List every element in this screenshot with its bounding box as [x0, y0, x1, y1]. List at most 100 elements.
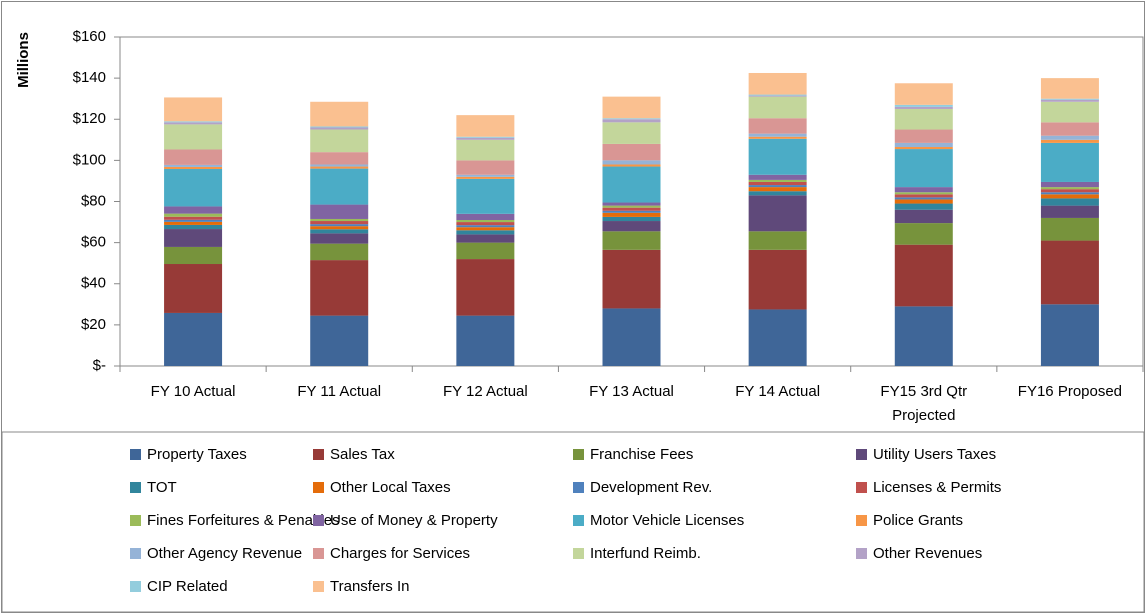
legend-swatch	[856, 515, 867, 526]
legend-label: Interfund Reimb.	[590, 545, 701, 562]
x-tick-label: FY 13 Actual	[589, 383, 674, 400]
bar-segment	[1040, 99, 1099, 102]
legend-swatch	[573, 482, 584, 493]
bar-segment	[894, 192, 953, 195]
legend-swatch	[313, 515, 324, 526]
bar-segment	[310, 233, 369, 244]
bar-segment	[1040, 189, 1099, 193]
bar-segment	[164, 229, 223, 247]
bar-segment	[1040, 139, 1099, 143]
bar-segment	[748, 138, 807, 175]
bar-segment	[602, 96, 661, 119]
legend-label: Police Grants	[873, 512, 964, 529]
x-tick-label: FY 10 Actual	[150, 383, 236, 400]
bar-segment	[1040, 181, 1099, 188]
bar-segment	[1040, 198, 1099, 206]
bar-segment	[310, 164, 369, 167]
bar-segment	[748, 136, 807, 139]
legend-item: Charges for Services	[313, 545, 470, 562]
bar-segment	[894, 194, 953, 198]
bar-segment	[748, 185, 807, 188]
legend-item: Utility Users Taxes	[856, 446, 996, 463]
y-tick-label: $-	[93, 357, 106, 374]
bar-segment	[894, 147, 953, 150]
legend-item: CIP Related	[130, 578, 228, 595]
legend-swatch	[130, 449, 141, 460]
legend-label: Other Revenues	[873, 545, 983, 562]
y-tick-label: $100	[73, 151, 106, 168]
bar-segment	[310, 229, 369, 234]
bar-segment	[894, 83, 953, 105]
legend-item: Police Grants	[856, 512, 963, 529]
x-tick-label: FY 12 Actual	[442, 383, 528, 400]
bar-segment	[310, 101, 369, 127]
bar-segment	[456, 213, 515, 221]
legend-swatch	[130, 482, 141, 493]
legend-swatch	[313, 548, 324, 559]
legend-swatch	[313, 449, 324, 460]
bar-segment	[310, 129, 369, 153]
legend-item: Transfers In	[313, 578, 409, 595]
legend-label: Franchise Fees	[590, 446, 694, 463]
bar-segment	[602, 160, 661, 165]
y-tick-label: $160	[73, 28, 106, 45]
bar-segment	[310, 204, 369, 219]
bar-segment	[602, 216, 661, 222]
x-tick-label: FY16 Proposed	[1017, 383, 1123, 400]
bar-segment	[1040, 194, 1099, 199]
bar-segment	[894, 149, 953, 188]
bar-segment	[164, 213, 223, 217]
y-tick-label: $120	[73, 110, 106, 127]
bar-segment	[310, 315, 369, 366]
bar-segment	[894, 197, 953, 200]
bar-segment	[602, 202, 661, 206]
legend-item: Development Rev.	[573, 479, 712, 496]
y-tick-label: $140	[73, 69, 106, 86]
legend-frame	[1, 431, 1145, 613]
bar-segment	[894, 223, 953, 245]
legend-swatch	[313, 482, 324, 493]
legend-item: Licenses & Permits	[856, 479, 1001, 496]
legend-label: Transfers In	[330, 578, 410, 595]
bar-segment	[310, 218, 369, 222]
bar-segment	[164, 124, 223, 150]
bar-segment	[1040, 98, 1099, 100]
bar-segment	[456, 315, 515, 366]
legend-label: Motor Vehicle Licenses	[590, 512, 745, 529]
y-axis-label: Millions	[15, 32, 32, 88]
legend-swatch	[313, 581, 324, 592]
legend-swatch	[573, 548, 584, 559]
bar-segment	[164, 264, 223, 313]
legend-swatch	[130, 548, 141, 559]
legend-item: Other Local Taxes	[313, 479, 451, 496]
bar-segment	[164, 164, 223, 167]
bar-segment	[602, 205, 661, 208]
bar-segment	[1040, 101, 1099, 123]
bar-segment	[894, 187, 953, 193]
bar-segment	[164, 224, 223, 230]
bar-segment	[602, 122, 661, 144]
x-tick-label: FY 11 Actual	[297, 383, 382, 400]
bar-segment	[310, 260, 369, 316]
y-tick-label: $20	[81, 316, 106, 333]
bar-segment	[748, 94, 807, 96]
bar-segment	[164, 216, 223, 220]
legend-swatch	[856, 548, 867, 559]
bar-segment	[1040, 192, 1099, 195]
legend-swatch	[130, 581, 141, 592]
bar-segment	[602, 231, 661, 250]
bar-segment	[894, 108, 953, 130]
bar-segment	[456, 178, 515, 214]
bar-segment	[602, 308, 661, 366]
legend-label: Licenses & Permits	[873, 479, 1002, 496]
bar-segment	[164, 122, 223, 125]
bar-segment	[602, 164, 661, 167]
legend-label: Property Taxes	[147, 446, 247, 463]
bar-segment	[894, 306, 953, 366]
legend-item: Franchise Fees	[573, 446, 693, 463]
bar-segment	[456, 174, 515, 177]
bar-segment	[164, 149, 223, 165]
bar-segment	[894, 104, 953, 107]
